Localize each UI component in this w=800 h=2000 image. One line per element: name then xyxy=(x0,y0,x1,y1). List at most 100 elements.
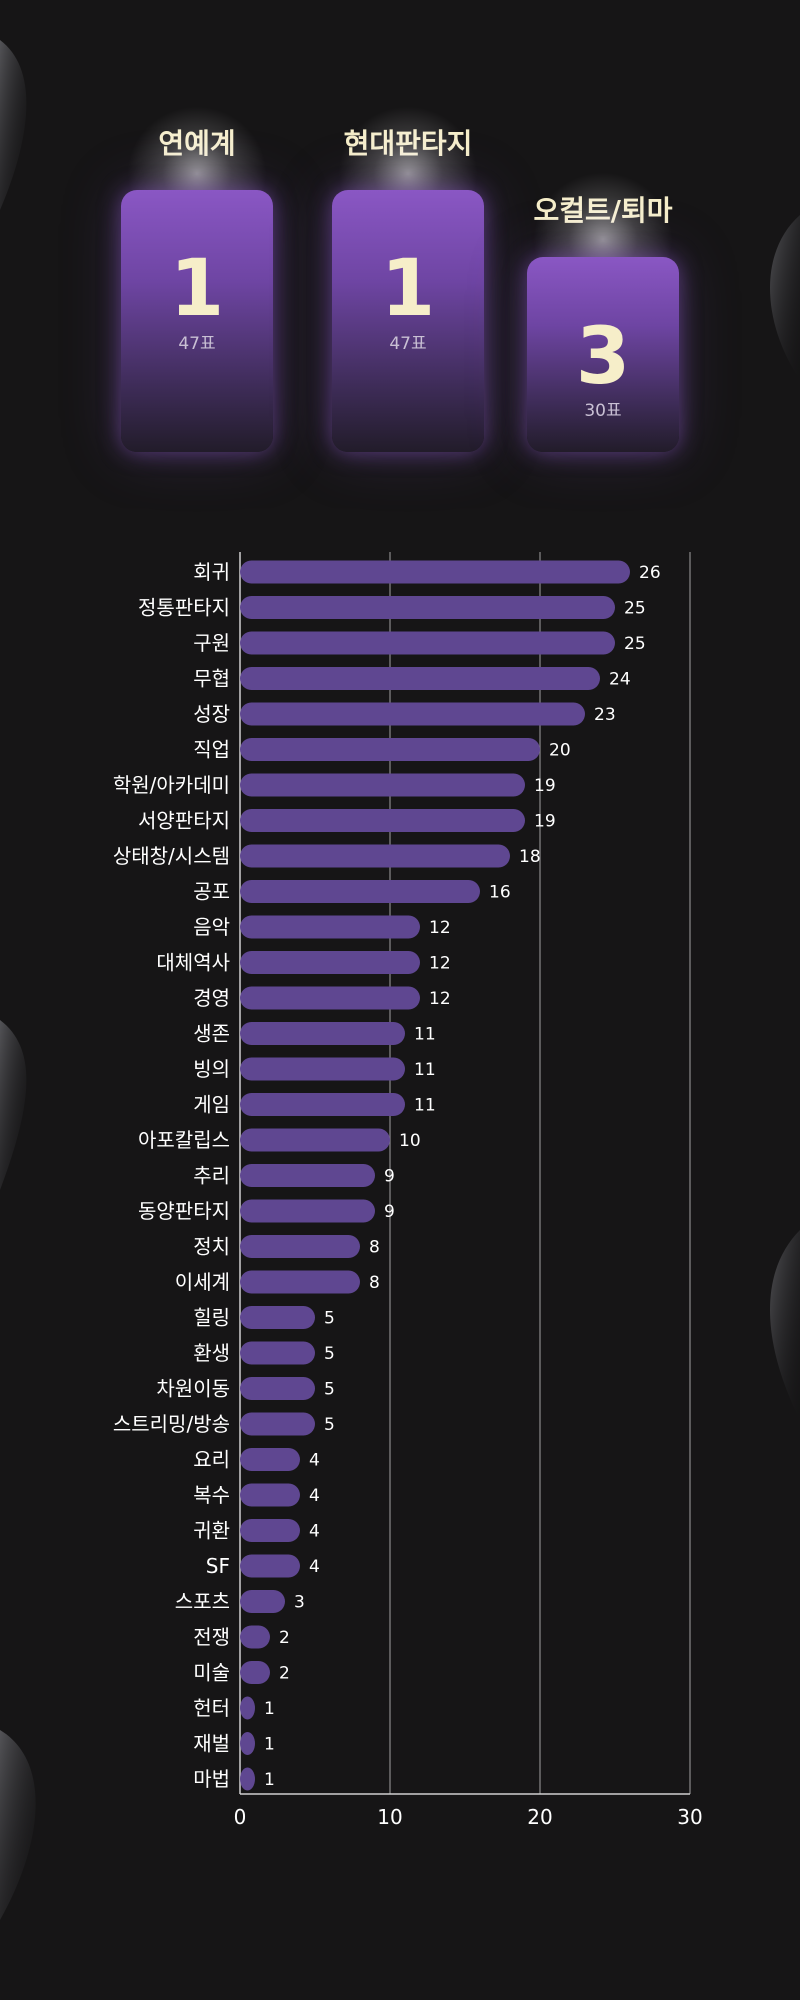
category-label: 미술 xyxy=(193,1661,230,1685)
value-label: 4 xyxy=(309,1486,320,1506)
value-label: 12 xyxy=(429,954,451,974)
bar xyxy=(240,1164,375,1187)
value-label: 8 xyxy=(369,1273,380,1293)
value-label: 8 xyxy=(369,1238,380,1258)
category-label: 공포 xyxy=(193,880,230,904)
bar xyxy=(240,1093,405,1116)
value-label: 24 xyxy=(609,670,631,690)
bar xyxy=(240,1732,255,1755)
bar xyxy=(240,1057,405,1081)
spotlight-glow xyxy=(338,106,478,196)
x-tick-label: 0 xyxy=(234,1805,247,1829)
podium-rank: 3 xyxy=(575,312,631,402)
podium-block xyxy=(527,257,679,452)
x-tick-label: 30 xyxy=(677,1805,702,1829)
podium-block xyxy=(332,190,484,452)
spotlight-glow xyxy=(533,172,673,262)
value-label: 11 xyxy=(414,1025,436,1045)
bar xyxy=(240,738,540,761)
category-label: 스포츠 xyxy=(175,1590,230,1614)
category-label: 아포칼립스 xyxy=(138,1128,230,1152)
bar xyxy=(240,844,510,868)
bar xyxy=(240,1199,375,1223)
podium-votes: 47표 xyxy=(389,334,427,354)
value-label: 25 xyxy=(624,599,646,619)
value-label: 5 xyxy=(324,1415,335,1435)
bar xyxy=(240,773,525,797)
spotlight-glow xyxy=(127,106,267,196)
value-label: 25 xyxy=(624,634,646,654)
value-label: 5 xyxy=(324,1380,335,1400)
value-label: 18 xyxy=(519,847,541,867)
value-label: 5 xyxy=(324,1344,335,1364)
category-label: 이세계 xyxy=(175,1270,230,1294)
bar xyxy=(240,880,480,903)
value-label: 9 xyxy=(384,1202,395,1222)
podium-rank: 1 xyxy=(380,244,436,334)
category-label: 게임 xyxy=(193,1093,230,1117)
bar xyxy=(240,1554,300,1578)
value-label: 3 xyxy=(294,1593,305,1613)
podium-rank: 1 xyxy=(169,244,225,334)
category-label: 전쟁 xyxy=(193,1625,230,1649)
bar xyxy=(240,1341,315,1365)
value-label: 23 xyxy=(594,705,616,725)
category-label: 요리 xyxy=(193,1448,230,1472)
value-label: 1 xyxy=(264,1770,275,1790)
top-ranking-podium: 연예계 1 47표 현대판타지 1 47표 오컬트/퇴마 3 30표 xyxy=(0,0,800,480)
category-label: 재벌 xyxy=(193,1732,230,1756)
bar xyxy=(240,631,615,655)
bar xyxy=(240,1022,405,1045)
podium-block xyxy=(121,190,273,452)
value-label: 12 xyxy=(429,918,451,938)
value-label: 4 xyxy=(309,1557,320,1577)
value-label: 26 xyxy=(639,563,661,583)
category-label: 차원이동 xyxy=(156,1377,230,1401)
bar xyxy=(240,1270,360,1294)
category-label: 정통판타지 xyxy=(138,596,230,620)
bar xyxy=(240,986,420,1010)
value-label: 16 xyxy=(489,883,511,903)
value-label: 9 xyxy=(384,1167,395,1187)
bar xyxy=(240,1128,390,1152)
category-label: 추리 xyxy=(193,1164,230,1188)
category-label: 환생 xyxy=(193,1341,230,1365)
value-label: 19 xyxy=(534,812,556,832)
bar xyxy=(240,1625,270,1649)
value-label: 11 xyxy=(414,1096,436,1116)
bar xyxy=(240,560,630,584)
category-label: 직업 xyxy=(193,738,230,762)
category-label: 빙의 xyxy=(193,1057,230,1081)
category-label: 무협 xyxy=(193,667,230,691)
podium-votes: 30표 xyxy=(584,401,622,421)
value-label: 5 xyxy=(324,1309,335,1329)
category-label: 경영 xyxy=(193,986,230,1010)
bar xyxy=(240,915,420,939)
category-label: 생존 xyxy=(193,1022,230,1046)
value-label: 10 xyxy=(399,1131,421,1151)
bar xyxy=(240,1448,300,1471)
x-tick-label: 10 xyxy=(377,1805,402,1829)
value-label: 12 xyxy=(429,989,451,1009)
bar xyxy=(240,1377,315,1400)
value-label: 19 xyxy=(534,776,556,796)
category-label: 구원 xyxy=(193,631,230,655)
bar xyxy=(240,667,600,690)
category-label: 학원/아카데미 xyxy=(113,773,230,797)
bar xyxy=(240,702,585,726)
value-label: 4 xyxy=(309,1522,320,1542)
category-label: 동양판타지 xyxy=(138,1199,230,1223)
value-label: 2 xyxy=(279,1628,290,1648)
value-label: 2 xyxy=(279,1664,290,1684)
category-label: 대체역사 xyxy=(156,951,230,975)
bar xyxy=(240,1483,300,1507)
category-label: SF xyxy=(206,1554,230,1578)
category-label: 성장 xyxy=(193,702,230,726)
bar xyxy=(240,1590,285,1613)
bar xyxy=(240,1696,255,1720)
bar xyxy=(240,1661,270,1684)
category-label: 힐링 xyxy=(193,1306,230,1330)
category-label: 상태창/시스템 xyxy=(113,844,230,868)
value-label: 1 xyxy=(264,1735,275,1755)
